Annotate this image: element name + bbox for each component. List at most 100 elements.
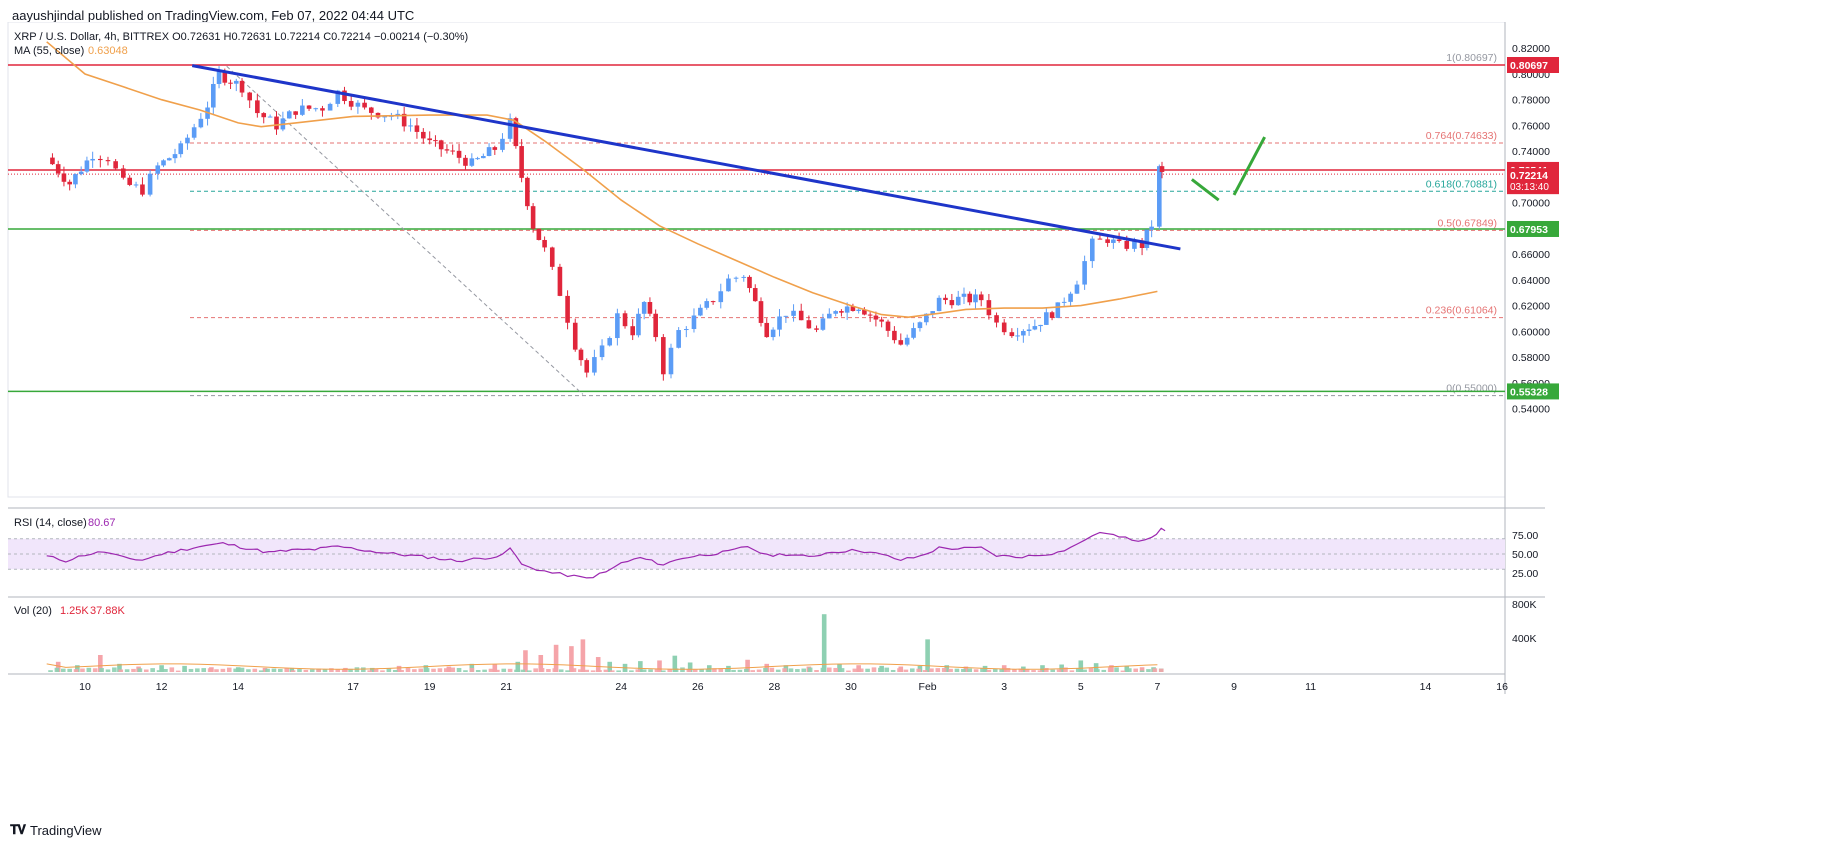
candle-down xyxy=(1009,332,1015,337)
candle-down xyxy=(978,294,984,301)
volume-bar xyxy=(1146,669,1151,672)
volume-bar xyxy=(1044,667,1049,672)
candle-up xyxy=(469,158,475,166)
candle-down xyxy=(710,301,716,303)
volume-bar-up xyxy=(982,665,988,672)
candle-up xyxy=(668,347,674,375)
candle-down xyxy=(274,116,279,130)
volume-bar xyxy=(1088,667,1094,672)
volume-bar-down xyxy=(538,655,544,672)
volume-bar xyxy=(54,667,60,672)
volume-bar xyxy=(546,669,551,672)
candle-down xyxy=(879,319,884,322)
candle-up xyxy=(1144,229,1150,248)
candle-down xyxy=(630,326,635,336)
candle-up xyxy=(335,90,341,104)
volume-bar xyxy=(112,667,117,672)
candle-up xyxy=(408,125,413,127)
volume-bar xyxy=(48,670,53,672)
candle-down xyxy=(798,310,804,321)
volume-bar xyxy=(443,668,449,672)
bearish-trendline xyxy=(191,64,1181,251)
volume-bar xyxy=(207,668,213,672)
volume-bar-up xyxy=(821,614,827,672)
volume-bar xyxy=(246,669,251,672)
resistance-price-label: 0.80697 xyxy=(1510,60,1548,72)
volume-bar xyxy=(807,667,813,672)
volume-bar xyxy=(520,669,526,672)
candle-up xyxy=(216,71,222,84)
volume-bar xyxy=(252,668,258,672)
volume-bar xyxy=(1120,670,1126,672)
volume-bar xyxy=(1056,669,1062,672)
volume-bar xyxy=(744,668,749,672)
candle-up xyxy=(1015,335,1020,337)
candle-down xyxy=(758,301,764,323)
candle-up xyxy=(481,155,486,159)
volume-bar xyxy=(526,670,532,672)
candle-down xyxy=(121,168,126,178)
volume-bar xyxy=(718,668,724,672)
candle-down xyxy=(622,313,628,327)
xrp-usd-chart[interactable]: 0.820000.800000.780000.760000.740000.720… xyxy=(0,22,1834,822)
volume-bar xyxy=(935,668,941,672)
volume-bar xyxy=(482,669,487,672)
tradingview-footer[interactable]: 𝐓𝐕 TradingView xyxy=(10,822,102,838)
candle-up xyxy=(955,296,961,306)
candle-up xyxy=(607,338,613,346)
candle-down xyxy=(850,306,856,311)
volume-bar xyxy=(1095,669,1100,672)
tradingview-brand-text: TradingView xyxy=(30,822,102,838)
candle-up xyxy=(1021,331,1026,336)
volume-bar-up xyxy=(235,667,241,672)
volume-bar xyxy=(661,670,666,672)
candle-up xyxy=(820,318,826,330)
candle-down xyxy=(967,293,973,303)
volume-bar xyxy=(1075,668,1081,672)
candle-down xyxy=(549,247,555,267)
candle-up xyxy=(300,105,305,115)
candle-up xyxy=(936,297,942,312)
tradingview-logo-icon: 𝐓𝐕 xyxy=(10,822,26,837)
volume-bar xyxy=(265,668,270,672)
price-tick-label: 0.60000 xyxy=(1512,326,1550,338)
candle-up xyxy=(641,302,647,314)
candle-down xyxy=(885,321,891,331)
volume-bar xyxy=(788,668,794,672)
volume-bar-up xyxy=(837,663,842,672)
volume-bar xyxy=(175,670,181,672)
candle-down xyxy=(943,297,948,301)
volume-bar xyxy=(986,669,992,672)
volume-bar-up xyxy=(638,661,643,672)
volume-legend-value: 1.25K xyxy=(60,605,89,617)
volume-bar xyxy=(284,668,290,672)
candle-down xyxy=(261,113,267,118)
time-tick-label: 30 xyxy=(845,681,857,693)
candle-down xyxy=(1139,240,1145,248)
volume-bar xyxy=(820,667,826,672)
price-tick-label: 0.62000 xyxy=(1512,301,1550,313)
price-pane xyxy=(7,22,1506,498)
volume-bar-down xyxy=(657,660,662,672)
volume-bar-down xyxy=(492,664,498,672)
rsi-tick-label: 75.00 xyxy=(1512,530,1538,542)
time-tick-label: 5 xyxy=(1078,681,1084,693)
volume-bar xyxy=(143,669,149,672)
candle-up xyxy=(718,291,724,303)
candle-down xyxy=(892,330,897,341)
time-tick-label: 9 xyxy=(1231,681,1237,693)
volume-bar xyxy=(597,670,602,672)
volume-bar xyxy=(431,668,436,672)
volume-bar xyxy=(852,668,858,672)
volume-bar xyxy=(99,668,104,672)
volume-bar xyxy=(992,668,998,672)
fib-level-label: 0.236(0.61064) xyxy=(1426,305,1497,317)
candle-up xyxy=(507,118,513,139)
time-tick-label: 24 xyxy=(615,681,627,693)
volume-bar xyxy=(1063,667,1068,672)
time-tick-label: 11 xyxy=(1305,681,1316,693)
rsi-band xyxy=(8,538,1505,570)
candle-up xyxy=(856,309,861,311)
volume-bar xyxy=(507,668,513,672)
candle-down xyxy=(536,228,542,240)
